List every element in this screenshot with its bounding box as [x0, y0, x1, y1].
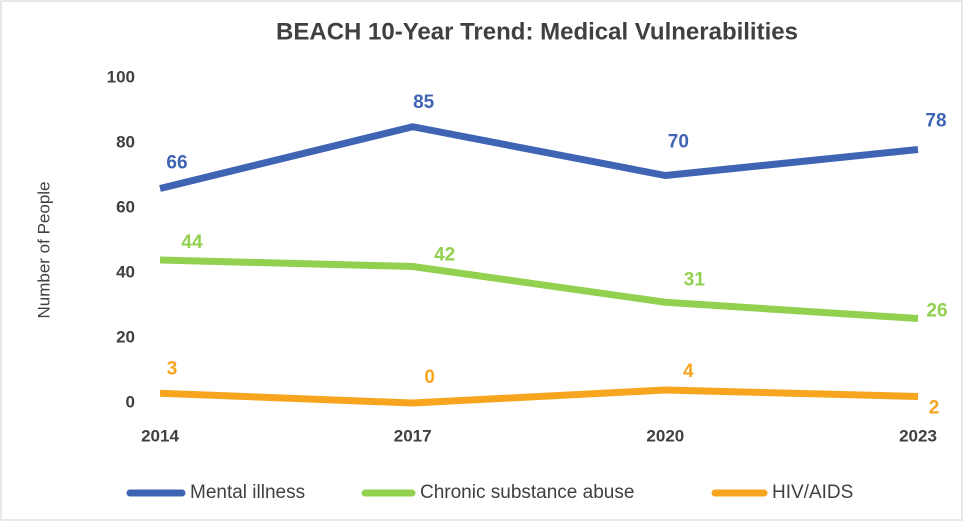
data-label: 70	[668, 132, 689, 153]
data-label: 44	[181, 232, 203, 253]
series-line	[159, 256, 919, 322]
legend-label: Chronic substance abuse	[420, 482, 634, 503]
data-label: 2	[929, 398, 940, 419]
legend-label: HIV/AIDS	[772, 482, 853, 503]
data-label: 42	[434, 245, 455, 266]
data-label: 4	[683, 361, 694, 382]
x-tick-label: 2014	[141, 426, 179, 445]
data-label: 26	[926, 301, 947, 322]
y-tick-label: 100	[107, 67, 135, 86]
data-label: 3	[167, 358, 178, 379]
legend-label: Mental illness	[190, 482, 305, 503]
x-tick-label: 2020	[646, 426, 684, 445]
data-label: 66	[166, 153, 187, 174]
y-tick-label: 40	[116, 262, 135, 281]
data-label: 85	[413, 92, 435, 113]
y-tick-label: 60	[116, 197, 135, 216]
y-axis-label: Number of People	[34, 181, 53, 318]
y-tick-label: 80	[116, 132, 135, 151]
series-line	[159, 386, 919, 407]
series-line	[159, 123, 919, 192]
data-label: 0	[424, 367, 435, 388]
data-label: 78	[925, 111, 946, 132]
y-tick-label: 20	[116, 327, 135, 346]
y-tick-label: 0	[126, 392, 135, 411]
chart-title: BEACH 10-Year Trend: Medical Vulnerabili…	[276, 18, 798, 45]
x-tick-label: 2023	[899, 426, 937, 445]
x-tick-label: 2017	[394, 426, 432, 445]
data-label: 31	[684, 269, 706, 290]
